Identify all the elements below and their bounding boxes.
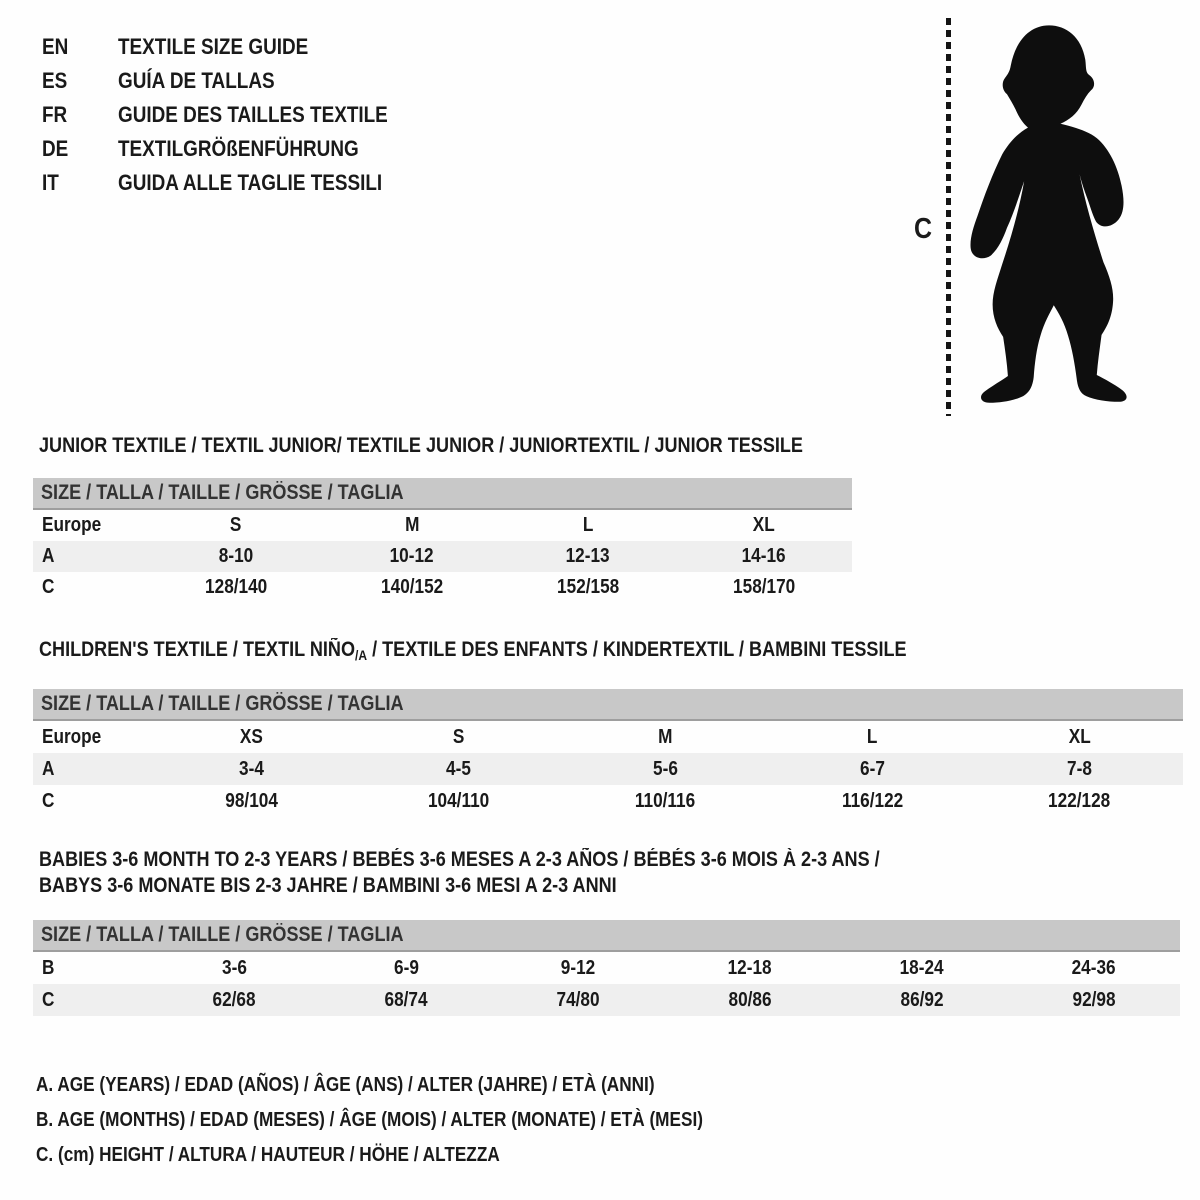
language-row-de: DE TEXTILGRÖßENFÜHRUNG bbox=[42, 132, 432, 166]
language-code: IT bbox=[42, 170, 59, 195]
size-header-band: SIZE / TALLA / TAILLE / GRÖSSE / TAGLIA bbox=[33, 689, 1183, 721]
section-childrens-textile: CHILDREN'S TEXTILE / TEXTIL NIÑO/A / TEX… bbox=[33, 637, 1183, 817]
size-value: 128/140 bbox=[204, 576, 268, 598]
row-label: C bbox=[42, 576, 55, 598]
size-row-age-years: A 8-10 10-12 12-13 14-16 bbox=[33, 541, 852, 572]
height-measure-dashed-line bbox=[946, 18, 951, 416]
size-row-height-cm: C 98/104 104/110 110/116 116/122 122/128 bbox=[33, 785, 1183, 817]
size-value: 152/158 bbox=[556, 576, 620, 598]
language-row-es: ES GUÍA DE TALLAS bbox=[42, 64, 432, 98]
title-subscript: /A bbox=[355, 647, 368, 663]
language-title: GUIDE DES TAILLES TEXTILE bbox=[118, 102, 388, 127]
language-row-en: EN TEXTILE SIZE GUIDE bbox=[42, 30, 432, 64]
legend-line-b: B. AGE (MONTHS) / EDAD (MESES) / ÂGE (MO… bbox=[36, 1109, 703, 1131]
size-row-height-cm: C 128/140 140/152 152/158 158/170 bbox=[33, 572, 852, 603]
toddler-silhouette-icon bbox=[970, 25, 1127, 403]
size-value: 158/170 bbox=[732, 576, 796, 598]
language-title: GUÍA DE TALLAS bbox=[118, 68, 275, 93]
size-value: 12-13 bbox=[566, 545, 610, 567]
measure-legend: A. AGE (YEARS) / EDAD (AÑOS) / ÂGE (ANS)… bbox=[36, 1068, 812, 1173]
size-value: M bbox=[658, 725, 673, 748]
size-value: 6-7 bbox=[860, 757, 885, 780]
language-code: ES bbox=[42, 68, 68, 93]
size-value: 24-36 bbox=[1072, 956, 1116, 979]
size-value: 9-12 bbox=[560, 956, 596, 979]
section-title-line-1: BABIES 3-6 MONTH TO 2-3 YEARS / BEBÉS 3-… bbox=[39, 848, 880, 871]
size-value: 140/152 bbox=[380, 576, 444, 598]
size-value: S bbox=[452, 725, 465, 748]
size-value: 8-10 bbox=[218, 545, 254, 567]
size-row-age-months: B 3-6 6-9 9-12 12-18 18-24 24-36 bbox=[33, 952, 1180, 984]
section-babies-textile: BABIES 3-6 MONTH TO 2-3 YEARS / BEBÉS 3-… bbox=[33, 847, 1180, 1016]
size-value: 10-12 bbox=[390, 545, 434, 567]
height-measure-label: C bbox=[914, 213, 933, 245]
language-code: DE bbox=[42, 136, 69, 161]
size-value: 6-9 bbox=[393, 956, 419, 979]
size-value: 7-8 bbox=[1067, 757, 1092, 780]
row-label: A bbox=[42, 545, 55, 567]
row-label: Europe bbox=[42, 514, 102, 536]
size-value: 4-5 bbox=[446, 757, 471, 780]
section-title: CHILDREN'S TEXTILE / TEXTIL NIÑO/A / TEX… bbox=[39, 638, 907, 663]
section-title: JUNIOR TEXTILE / TEXTIL JUNIOR/ TEXTILE … bbox=[39, 434, 803, 457]
size-value: L bbox=[582, 514, 594, 536]
row-label: A bbox=[42, 757, 55, 780]
size-value: 14-16 bbox=[742, 545, 786, 567]
row-label: C bbox=[42, 789, 55, 812]
size-header-band: SIZE / TALLA / TAILLE / GRÖSSE / TAGLIA bbox=[33, 920, 1180, 952]
size-value: 74/80 bbox=[556, 988, 600, 1011]
legend-line-a: A. AGE (YEARS) / EDAD (AÑOS) / ÂGE (ANS)… bbox=[36, 1074, 655, 1096]
language-title: TEXTILE SIZE GUIDE bbox=[118, 34, 309, 59]
size-value: 98/104 bbox=[225, 789, 278, 812]
size-row-height-cm: C 62/68 68/74 74/80 80/86 86/92 92/98 bbox=[33, 984, 1180, 1016]
section-junior-textile: JUNIOR TEXTILE / TEXTIL JUNIOR/ TEXTILE … bbox=[33, 433, 852, 603]
size-value: 68/74 bbox=[384, 988, 428, 1011]
language-row-fr: FR GUIDE DES TAILLES TEXTILE bbox=[42, 98, 432, 132]
size-value: 80/86 bbox=[728, 988, 772, 1011]
size-value: 104/110 bbox=[427, 789, 490, 812]
size-value: 122/128 bbox=[1048, 789, 1111, 812]
language-row-it: IT GUIDA ALLE TAGLIE TESSILI bbox=[42, 166, 432, 200]
row-label: C bbox=[42, 988, 55, 1011]
size-value: XL bbox=[1068, 725, 1091, 748]
size-value: XL bbox=[753, 514, 775, 536]
language-title: TEXTILGRÖßENFÜHRUNG bbox=[118, 136, 359, 161]
size-value: 110/116 bbox=[635, 789, 696, 812]
size-value: 5-6 bbox=[653, 757, 678, 780]
size-value: M bbox=[404, 514, 420, 536]
row-label: Europe bbox=[42, 725, 102, 748]
size-row-age-years: A 3-4 4-5 5-6 6-7 7-8 bbox=[33, 753, 1183, 785]
size-row-europe: Europe XS S M L XL bbox=[33, 721, 1183, 753]
size-value: 62/68 bbox=[212, 988, 256, 1011]
legend-line-c: C. (cm) HEIGHT / ALTURA / HAUTEUR / HÖHE… bbox=[36, 1144, 500, 1166]
size-value: 3-4 bbox=[239, 757, 264, 780]
section-title-line-2: BABYS 3-6 MONATE BIS 2-3 JAHRE / BAMBINI… bbox=[39, 874, 617, 897]
size-value: 12-18 bbox=[728, 956, 772, 979]
size-value: L bbox=[867, 725, 878, 748]
language-title-list: EN TEXTILE SIZE GUIDE ES GUÍA DE TALLAS … bbox=[42, 30, 432, 200]
size-row-europe: Europe S M L XL bbox=[33, 510, 852, 541]
size-value: 18-24 bbox=[900, 956, 944, 979]
size-value: 3-6 bbox=[221, 956, 247, 979]
size-value: S bbox=[230, 514, 242, 536]
size-value: 116/122 bbox=[841, 789, 904, 812]
size-value: XS bbox=[240, 725, 263, 748]
language-title: GUIDA ALLE TAGLIE TESSILI bbox=[118, 170, 383, 195]
row-label: B bbox=[42, 956, 55, 979]
size-value: 86/92 bbox=[900, 988, 944, 1011]
language-code: FR bbox=[42, 102, 68, 127]
size-header-band: SIZE / TALLA / TAILLE / GRÖSSE / TAGLIA bbox=[33, 478, 852, 510]
size-value: 92/98 bbox=[1072, 988, 1116, 1011]
language-code: EN bbox=[42, 34, 69, 59]
